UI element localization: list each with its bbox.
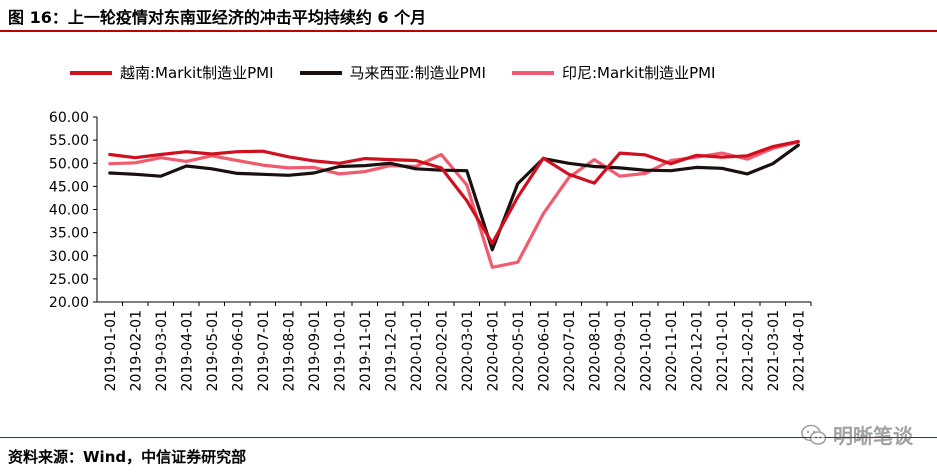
y-tick-label: 25.00 xyxy=(49,272,89,288)
watermark-text: 明晰笔谈 xyxy=(833,424,913,448)
series-line-vietnam xyxy=(108,139,800,245)
title-divider xyxy=(0,30,937,32)
y-tick-label: 35.00 xyxy=(49,226,89,242)
y-tick-label: 55.00 xyxy=(49,133,89,149)
x-tick-label: 2020-06-01 xyxy=(536,310,552,391)
x-tick-label: 2021-02-01 xyxy=(740,310,756,391)
chart-legend: 越南:Markit制造业PMI 马来西亚:制造业PMI 印尼:Markit制造业… xyxy=(70,62,716,83)
x-tick-label: 2020-12-01 xyxy=(689,310,705,391)
x-tick-label: 2020-09-01 xyxy=(613,310,629,391)
legend-swatch-malaysia xyxy=(299,70,342,75)
x-tick-label: 2019-09-01 xyxy=(307,310,323,391)
x-tick-label: 2019-06-01 xyxy=(230,310,246,391)
chart-axes xyxy=(93,116,812,306)
series-lines xyxy=(108,139,800,269)
x-tick-label: 2020-05-01 xyxy=(511,310,527,391)
series-line-indonesia xyxy=(108,140,800,269)
legend-label-vietnam: 越南:Markit制造业PMI xyxy=(120,64,274,82)
x-tick-label: 2020-03-01 xyxy=(460,310,476,391)
x-tick-label: 2021-04-01 xyxy=(791,310,807,391)
legend-label-malaysia: 马来西亚:制造业PMI xyxy=(349,64,486,82)
x-tick-label: 2019-10-01 xyxy=(332,310,348,391)
x-tick-label: 2020-11-01 xyxy=(664,310,680,391)
x-tick-label: 2020-01-01 xyxy=(409,310,425,391)
y-tick-label: 45.00 xyxy=(49,179,89,195)
x-tick-label: 2019-02-01 xyxy=(128,310,144,391)
x-tick-label: 2020-08-01 xyxy=(587,310,603,391)
x-tick-label: 2020-07-01 xyxy=(562,310,578,391)
y-tick-label: 20.00 xyxy=(49,295,89,311)
y-tick-label: 50.00 xyxy=(49,156,89,172)
page-title: 图 16：上一轮疫情对东南亚经济的冲击平均持续约 6 个月 xyxy=(8,8,427,27)
x-tick-label: 2021-03-01 xyxy=(766,310,782,391)
footer-divider xyxy=(0,437,937,438)
legend-item-malaysia: 马来西亚:制造业PMI xyxy=(299,62,486,83)
legend-item-indonesia: 印尼:Markit制造业PMI xyxy=(511,62,716,83)
x-tick-labels: 2019-01-01 2019-02-01 2019-03-01 2019-04-01… xyxy=(103,310,808,391)
x-tick-label: 2020-04-01 xyxy=(485,310,501,391)
x-tick-label: 2020-10-01 xyxy=(638,310,654,391)
x-tick-label: 2019-11-01 xyxy=(358,310,374,391)
x-tick-label: 2019-07-01 xyxy=(256,310,272,391)
watermark: 明晰笔谈 xyxy=(801,420,913,449)
x-tick-label: 2019-08-01 xyxy=(281,310,297,391)
x-tick-label: 2019-01-01 xyxy=(103,310,119,391)
x-tick-label: 2019-03-01 xyxy=(154,310,170,391)
legend-item-vietnam: 越南:Markit制造业PMI xyxy=(70,62,274,83)
y-tick-label: 40.00 xyxy=(49,203,89,219)
legend-swatch-vietnam xyxy=(70,70,112,75)
source-note: 资料来源：Wind，中信证券研究部 xyxy=(8,448,247,466)
y-tick-labels: 20.00 25.00 30.00 35.00 40.00 45.00 50.00 55.00… xyxy=(49,110,89,311)
x-tick-label: 2020-02-01 xyxy=(434,310,450,391)
x-tick-label: 2021-01-01 xyxy=(715,310,731,391)
x-tick-label: 2019-04-01 xyxy=(179,310,195,391)
legend-label-indonesia: 印尼:Markit制造业PMI xyxy=(561,64,716,82)
y-tick-label: 60.00 xyxy=(49,110,89,126)
x-tick-label: 2019-12-01 xyxy=(383,310,399,391)
x-tick-label: 2019-05-01 xyxy=(205,310,221,391)
series-line-malaysia xyxy=(108,143,800,252)
legend-swatch-indonesia xyxy=(511,70,554,75)
wechat-icon xyxy=(801,424,827,445)
y-tick-label: 30.00 xyxy=(49,249,89,265)
